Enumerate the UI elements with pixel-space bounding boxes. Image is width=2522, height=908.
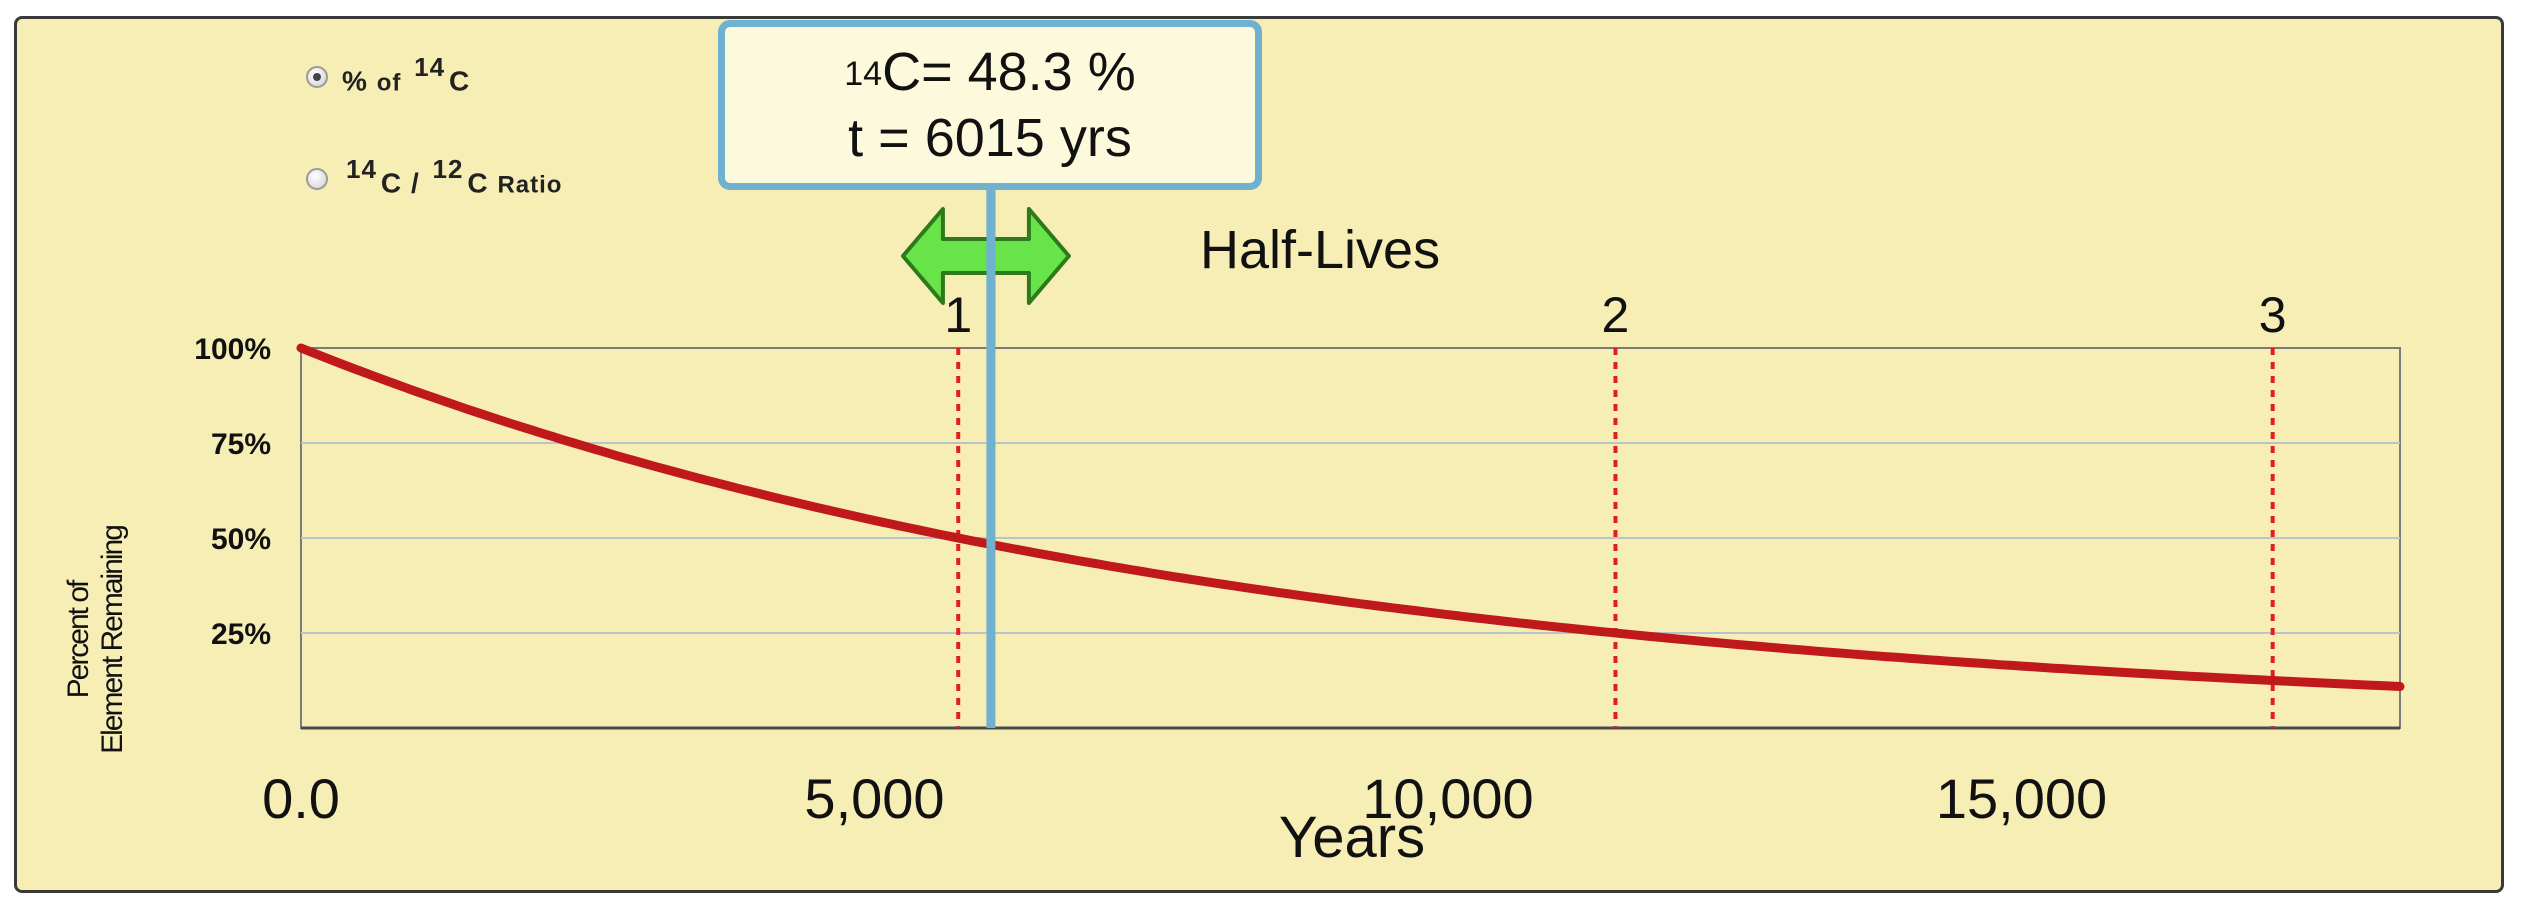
- percent-sign: %: [342, 65, 368, 97]
- half-life-number: 1: [944, 287, 972, 343]
- x-axis-title: Years: [1279, 805, 1425, 870]
- readout-box: 14C= 48.3 % t = 6015 yrs: [718, 20, 1262, 190]
- element-symbol-a: C: [380, 167, 403, 199]
- x-tick-label: 0.0: [262, 767, 340, 830]
- y-tick-label: 100%: [194, 333, 271, 366]
- radio-button-ratio[interactable]: [306, 167, 328, 190]
- time-readout: t = 6015 yrs: [848, 108, 1132, 168]
- half-life-number: 3: [2259, 287, 2287, 343]
- half-lives-heading: Half-Lives: [1200, 220, 1440, 280]
- element-symbol-b: C: [467, 167, 489, 199]
- double-arrow-icon[interactable]: [900, 207, 1071, 305]
- y-axis-title-line: Element Remaining: [96, 526, 129, 754]
- mass-number: 14: [414, 52, 446, 82]
- radio-ratio-label: 14 C / 12 C Ratio: [342, 154, 563, 199]
- readout-mass-number: 14: [844, 55, 883, 93]
- radio-ratio-option[interactable]: 14 C / 12 C Ratio: [306, 154, 563, 199]
- mass-number-a: 14: [346, 154, 377, 184]
- y-axis-title: Percent of Element Remaining: [62, 526, 129, 754]
- readout-element-symbol: C: [882, 42, 922, 102]
- percent-readout: 14C= 48.3 %: [725, 39, 1255, 105]
- half-life-number: 2: [1602, 287, 1630, 343]
- ratio-separator: /: [410, 167, 420, 199]
- x-tick-label: 5,000: [804, 767, 944, 830]
- element-symbol: C: [449, 65, 471, 97]
- decay-curve: [296, 343, 2405, 691]
- ratio-word: Ratio: [497, 171, 563, 199]
- y-axis-title-line: Percent of: [62, 579, 95, 698]
- y-tick-label: 50%: [211, 523, 271, 556]
- readout-percent-value: = 48.3 %: [921, 42, 1136, 102]
- x-tick-label: 15,000: [1936, 767, 2107, 830]
- radio-percent-label: % of 14 C: [342, 52, 471, 97]
- mass-number-b: 12: [432, 154, 464, 184]
- radio-button-percent[interactable]: [306, 65, 328, 88]
- y-tick-label: 25%: [211, 618, 271, 651]
- x-tick-label: 10,000: [1362, 767, 1533, 830]
- of-word: of: [376, 69, 402, 97]
- y-tick-label: 75%: [211, 428, 271, 461]
- radio-percent-option[interactable]: % of 14 C: [306, 52, 471, 97]
